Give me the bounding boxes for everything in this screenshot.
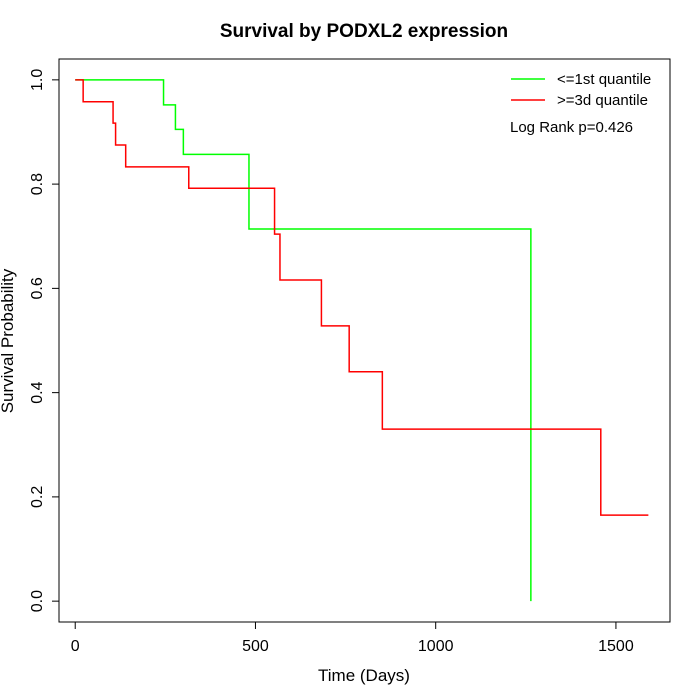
y-axis-label: Survival Probability bbox=[0, 268, 17, 413]
x-tick-label: 500 bbox=[242, 638, 269, 655]
y-tick-label: 0.0 bbox=[29, 590, 46, 612]
y-tick-label: 0.8 bbox=[29, 173, 46, 195]
y-tick-label: 0.6 bbox=[29, 277, 46, 299]
x-tick-label: 1500 bbox=[598, 638, 634, 655]
legend-label: >=3d quantile bbox=[557, 92, 648, 109]
log-rank-annotation: Log Rank p=0.426 bbox=[510, 119, 633, 136]
x-axis-label: Time (Days) bbox=[318, 666, 410, 685]
x-tick-label: 1000 bbox=[418, 638, 454, 655]
plot-lines bbox=[75, 79, 649, 602]
y-tick-label: 0.4 bbox=[29, 381, 46, 403]
series-line-1 bbox=[75, 79, 532, 602]
y-axis: 0.0 0.2 0.4 0.6 0.8 1.0 bbox=[29, 69, 60, 612]
x-axis: 0 500 1000 1500 bbox=[71, 621, 634, 655]
legend: <=1st quantile >=3d quantile bbox=[511, 71, 651, 109]
chart-title: Survival by PODXL2 expression bbox=[220, 21, 508, 42]
y-tick-label: 0.2 bbox=[29, 486, 46, 508]
legend-label: <=1st quantile bbox=[557, 71, 651, 88]
y-tick-label: 1.0 bbox=[29, 69, 46, 91]
plot-frame bbox=[58, 58, 671, 623]
x-tick-label: 0 bbox=[71, 638, 80, 655]
series-line-2 bbox=[75, 79, 649, 516]
